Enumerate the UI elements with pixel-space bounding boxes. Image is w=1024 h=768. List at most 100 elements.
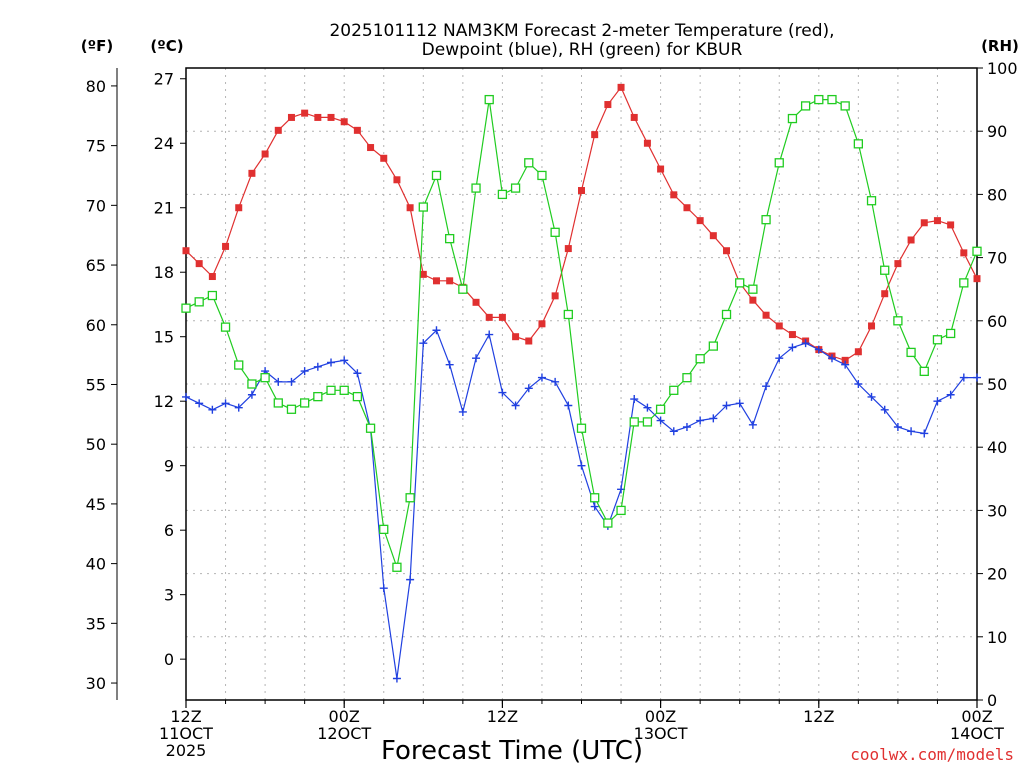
- dewpoint-point: [458, 407, 467, 416]
- dewpoint-point: [880, 405, 889, 414]
- temperature-series: [182, 83, 981, 364]
- dewpoint-point: [406, 575, 415, 584]
- temperature-point: [235, 204, 243, 212]
- temperature-point: [419, 270, 427, 278]
- dewpoint-point: [893, 422, 902, 431]
- rh-tick-label: 20: [987, 565, 1007, 584]
- rh-tick-label: 60: [987, 312, 1007, 331]
- dewpoint-point: [669, 427, 678, 436]
- rh-point: [194, 297, 204, 307]
- temperature-point: [683, 204, 691, 212]
- rh-point: [866, 196, 877, 206]
- celsius-tick-label: 6: [164, 521, 174, 540]
- dewpoint-point: [247, 390, 256, 399]
- dewpoint-point: [551, 377, 560, 386]
- rh-point: [247, 379, 257, 389]
- rh-point: [445, 233, 455, 244]
- temperature-point: [643, 139, 651, 147]
- dewpoint-point: [340, 356, 349, 365]
- dewpoint-point: [327, 358, 336, 367]
- temperature-point: [208, 273, 216, 281]
- dewpoint-point: [973, 373, 981, 382]
- temperature-point: [723, 247, 731, 255]
- temperature-point: [775, 322, 783, 330]
- x-tick-label: 13OCT: [634, 724, 688, 743]
- rh-point: [919, 366, 929, 377]
- dewpoint-point: [564, 401, 573, 410]
- dewpoint-point: [656, 416, 665, 425]
- rh-point: [299, 398, 310, 408]
- temperature-point: [657, 165, 665, 173]
- x-tick-label: 12Z: [803, 707, 834, 726]
- rh-series: [181, 94, 982, 572]
- temperature-point: [287, 113, 295, 121]
- temperature-point: [854, 348, 862, 356]
- dewpoint-point: [735, 399, 744, 408]
- temperature-point: [551, 292, 559, 300]
- dewpoint-point: [696, 416, 705, 425]
- dewpoint-point: [472, 354, 481, 363]
- temperature-point: [841, 356, 849, 364]
- rh-point: [787, 113, 798, 124]
- dewpoint-point: [379, 584, 388, 593]
- rh-point: [603, 518, 613, 528]
- fahrenheit-tick-label: 80: [86, 77, 106, 96]
- temperature-point: [973, 275, 981, 283]
- rh-point: [550, 227, 560, 237]
- dewpoint-point: [287, 377, 296, 386]
- rh-point: [827, 94, 837, 105]
- dewpoint-point: [208, 405, 217, 414]
- temperature-point: [340, 118, 348, 126]
- x-tick-label: 14OCT: [950, 724, 1004, 743]
- dewpoint-point: [775, 354, 784, 363]
- fahrenheit-unit-label: (ºF): [81, 37, 113, 55]
- celsius-tick-label: 24: [154, 134, 174, 153]
- temperature-point: [788, 331, 796, 339]
- dewpoint-point: [920, 429, 929, 438]
- dewpoint-point: [182, 392, 190, 401]
- dewpoint-point: [498, 388, 507, 397]
- rh-point: [458, 284, 468, 294]
- temperature-point: [485, 313, 493, 321]
- dewpoint-point: [419, 339, 428, 348]
- fahrenheit-tick-label: 60: [86, 316, 106, 335]
- fahrenheit-tick-label: 55: [86, 375, 106, 394]
- fahrenheit-tick-label: 70: [86, 196, 106, 215]
- fahrenheit-tick-label: 75: [86, 137, 106, 156]
- temperature-point: [696, 217, 704, 225]
- x-tick-label: 00Z: [329, 707, 360, 726]
- dewpoint-point: [682, 422, 691, 431]
- temperature-point: [314, 113, 322, 121]
- temperature-point: [327, 113, 335, 121]
- dewpoint-point: [748, 420, 757, 429]
- axes: 30 35 40 45 50 55 60 65 70 75 80 0 3 6 9 12 15 18 21 24 27 0 1…: [86, 59, 1018, 760]
- dewpoint-point: [313, 362, 322, 371]
- rh-point: [814, 94, 824, 105]
- rh-point: [431, 170, 442, 181]
- dewpoint-point: [630, 395, 639, 404]
- temperature-point: [261, 150, 269, 158]
- celsius-unit-label: (ºC): [150, 37, 183, 55]
- rh-point: [207, 290, 218, 301]
- dewpoint-point: [590, 502, 599, 511]
- dewpoint-point: [801, 339, 810, 348]
- rh-point: [471, 183, 481, 193]
- dewpoint-series: [182, 326, 981, 683]
- x-tick-label: 2025: [166, 741, 207, 760]
- dewpoint-point: [234, 403, 243, 412]
- dewpoint-point: [195, 399, 204, 408]
- dewpoint-point: [709, 414, 718, 423]
- chart-title-line2: Dewpoint (blue), RH (green) for KBUR: [422, 40, 743, 60]
- dewpoint-point: [392, 674, 401, 683]
- rh-unit-label: (RH): [981, 37, 1019, 55]
- rh-point: [669, 385, 679, 395]
- rh-point: [524, 158, 534, 168]
- rh-point: [840, 101, 850, 111]
- x-tick-label: 11OCT: [159, 724, 213, 743]
- rh-point: [365, 423, 376, 433]
- rh-point: [576, 423, 587, 433]
- temperature-point: [446, 277, 454, 285]
- dewpoint-point: [577, 461, 586, 470]
- temperature-point: [591, 131, 599, 139]
- temperature-point: [920, 219, 928, 227]
